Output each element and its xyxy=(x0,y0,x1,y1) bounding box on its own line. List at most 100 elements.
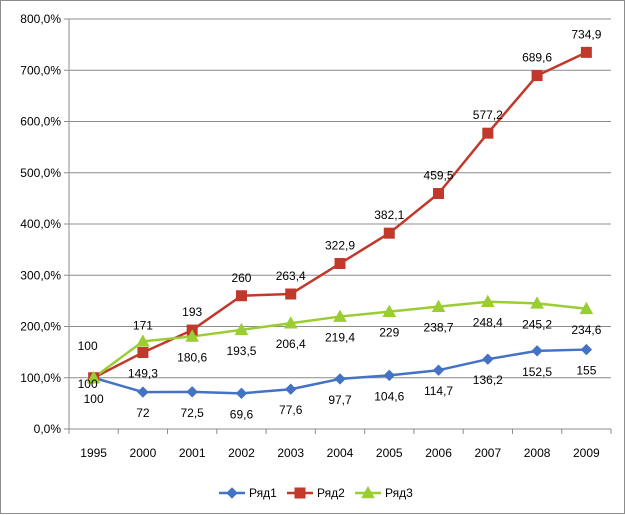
y-tick-label: 600,0% xyxy=(20,115,61,129)
data-label: 136,2 xyxy=(473,373,503,387)
series-3-marker xyxy=(283,316,298,329)
data-label: 245,2 xyxy=(522,317,552,331)
data-label: 180,6 xyxy=(177,350,207,364)
series-line-1 xyxy=(93,348,587,395)
legend-label: Ряд3 xyxy=(385,486,413,500)
x-tick-label: 2003 xyxy=(277,446,304,460)
data-label: 193 xyxy=(182,305,202,319)
data-label: 689,6 xyxy=(522,51,552,65)
data-label: 77,6 xyxy=(279,403,303,417)
x-axis-tick-labels: 1995 2000 2001 2002 2003 2004 2005 2006 2007 2008… xyxy=(80,446,600,460)
series-2-marker xyxy=(383,227,395,239)
series-1-marker xyxy=(285,383,297,395)
data-label: 459,5 xyxy=(424,169,454,183)
data-label: 72,5 xyxy=(181,406,205,420)
data-label: 149,3 xyxy=(128,366,158,380)
axes xyxy=(64,18,612,434)
data-label: 238,7 xyxy=(424,321,454,335)
x-tick-label: 2005 xyxy=(376,446,403,460)
data-label: 100 xyxy=(78,377,98,391)
y-axis-tick-labels: 0,0% 100,0% 200,0% 300,0% 400,0% 500,0% 600,0%… xyxy=(20,12,61,436)
series-3-marker xyxy=(185,329,200,342)
y-tick-label: 100,0% xyxy=(20,371,61,385)
y-tick-label: 800,0% xyxy=(20,12,61,26)
series-1-marker xyxy=(334,373,346,385)
data-label: 322,9 xyxy=(325,239,355,253)
x-tick-label: 2008 xyxy=(524,446,551,460)
series-1-marker xyxy=(186,386,198,398)
series-markers xyxy=(86,46,594,400)
y-tick-label: 700,0% xyxy=(20,63,61,77)
data-label: 229 xyxy=(379,326,399,340)
data-label: 100 xyxy=(84,392,104,406)
data-label: 193,5 xyxy=(226,344,256,358)
series-line-2 xyxy=(93,51,587,379)
gridlines xyxy=(69,18,611,379)
data-label: 69,6 xyxy=(230,407,254,421)
x-tick-label: 2009 xyxy=(573,446,600,460)
series-1-marker xyxy=(531,345,543,357)
y-tick-label: 500,0% xyxy=(20,166,61,180)
series-3-marker xyxy=(136,334,150,347)
legend-item: Ряд3 xyxy=(355,485,413,500)
series-1-marker xyxy=(383,369,395,382)
data-label: 104,6 xyxy=(374,389,404,403)
x-tick-label: 2001 xyxy=(179,446,206,460)
legend-label: Ряд2 xyxy=(317,486,345,500)
series-2-marker xyxy=(137,346,149,358)
data-label: 734,9 xyxy=(571,27,601,41)
data-label: 219,4 xyxy=(325,331,355,345)
series-3-marker xyxy=(431,299,446,312)
data-label: 234,6 xyxy=(571,323,601,337)
x-tick-label: 2002 xyxy=(228,446,255,460)
y-tick-label: 400,0% xyxy=(20,217,61,231)
series-3-marker xyxy=(234,322,249,336)
series-3-marker xyxy=(579,301,594,315)
series-2-marker xyxy=(482,127,494,139)
data-label: 577,2 xyxy=(473,108,503,122)
x-tick-label: 2000 xyxy=(130,446,157,460)
y-tick-label: 200,0% xyxy=(20,320,61,334)
data-label: 206,4 xyxy=(276,337,306,351)
series-1-marker xyxy=(580,343,593,356)
legend-marker xyxy=(226,487,238,499)
series-2-marker xyxy=(235,290,247,302)
legend-marker xyxy=(361,485,375,499)
legend-item: Ряд1 xyxy=(219,486,277,500)
series-1-marker xyxy=(432,364,445,376)
series-2-marker xyxy=(334,258,346,270)
y-tick-label: 300,0% xyxy=(20,268,61,282)
x-tick-label: 1995 xyxy=(80,446,107,460)
series-3-marker xyxy=(382,304,397,317)
x-tick-label: 2007 xyxy=(474,446,501,460)
data-label: 72 xyxy=(136,406,150,420)
legend-marker xyxy=(294,487,306,499)
data-label: 114,7 xyxy=(424,384,453,398)
data-label: 171 xyxy=(133,318,153,332)
data-label: 263,4 xyxy=(276,269,306,283)
series-2-marker xyxy=(433,188,445,200)
data-label: 260 xyxy=(231,271,251,285)
x-tick-label: 2006 xyxy=(425,446,452,460)
series-3-marker xyxy=(530,296,544,309)
series-3-marker xyxy=(86,370,101,384)
series-2-marker xyxy=(580,46,592,58)
legend-label: Ряд1 xyxy=(249,486,277,500)
series-3-marker xyxy=(333,309,347,322)
data-label: 248,4 xyxy=(473,316,503,330)
series-3-marker xyxy=(480,294,495,307)
legend-item: Ряд2 xyxy=(287,486,345,500)
data-label: 382,1 xyxy=(374,208,404,222)
series-1-marker xyxy=(482,353,494,365)
data-label: 97,7 xyxy=(328,393,352,407)
series-2-marker xyxy=(531,70,543,82)
x-tick-label: 2004 xyxy=(327,446,354,460)
data-label: 100 xyxy=(78,339,98,353)
legend: Ряд1 Ряд2 Ряд3 xyxy=(219,485,413,500)
series-2-marker xyxy=(285,288,297,300)
data-label: 152,5 xyxy=(522,365,552,379)
data-label: 155 xyxy=(576,364,596,378)
series-1-marker xyxy=(137,386,149,398)
